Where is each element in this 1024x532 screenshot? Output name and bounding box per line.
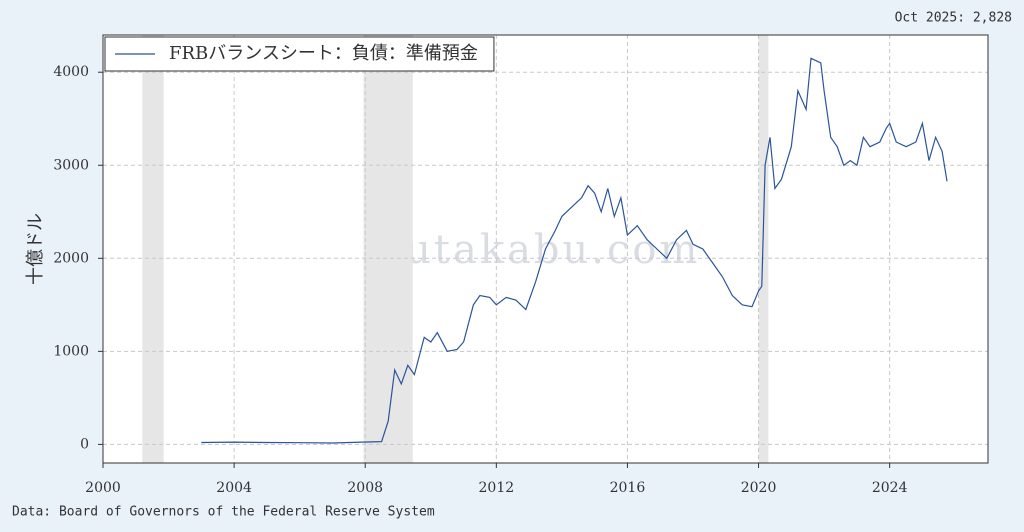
x-tick-label: 2016 xyxy=(610,480,646,496)
x-tick-label: 2008 xyxy=(347,480,383,496)
y-tick-label: 0 xyxy=(80,436,89,452)
watermark: yutakabu.com xyxy=(379,227,701,273)
source: Data: Board of Governors of the Federal … xyxy=(12,505,435,520)
recession-shade xyxy=(758,35,769,463)
legend-box xyxy=(104,36,495,72)
legend-label: FRBバランスシート：負債：準備預金 xyxy=(169,43,478,64)
data-line xyxy=(201,57,948,444)
x-tick-label: 2020 xyxy=(741,480,777,496)
x-tick-label: 2004 xyxy=(216,480,252,496)
y-tick-label: 3000 xyxy=(53,157,89,173)
x-tick-label: 2000 xyxy=(85,480,121,496)
plot-frame xyxy=(102,34,989,464)
recession-shade xyxy=(363,35,413,463)
y-tick-label: 2000 xyxy=(53,250,89,266)
layer: 2000 2004 2008 2012 2016 2020 2024 0 1000 2000 300… xyxy=(53,34,989,496)
x-tick-label: 2012 xyxy=(479,480,515,496)
recession-shade xyxy=(142,35,164,463)
y-tick-label: 1000 xyxy=(53,343,89,359)
y-axis-label: 十億ドル xyxy=(25,213,46,285)
annotation: Oct 2025: 2,828 xyxy=(895,11,1012,26)
y-tick-label: 4000 xyxy=(53,64,89,80)
x-tick-label: 2024 xyxy=(872,480,908,496)
